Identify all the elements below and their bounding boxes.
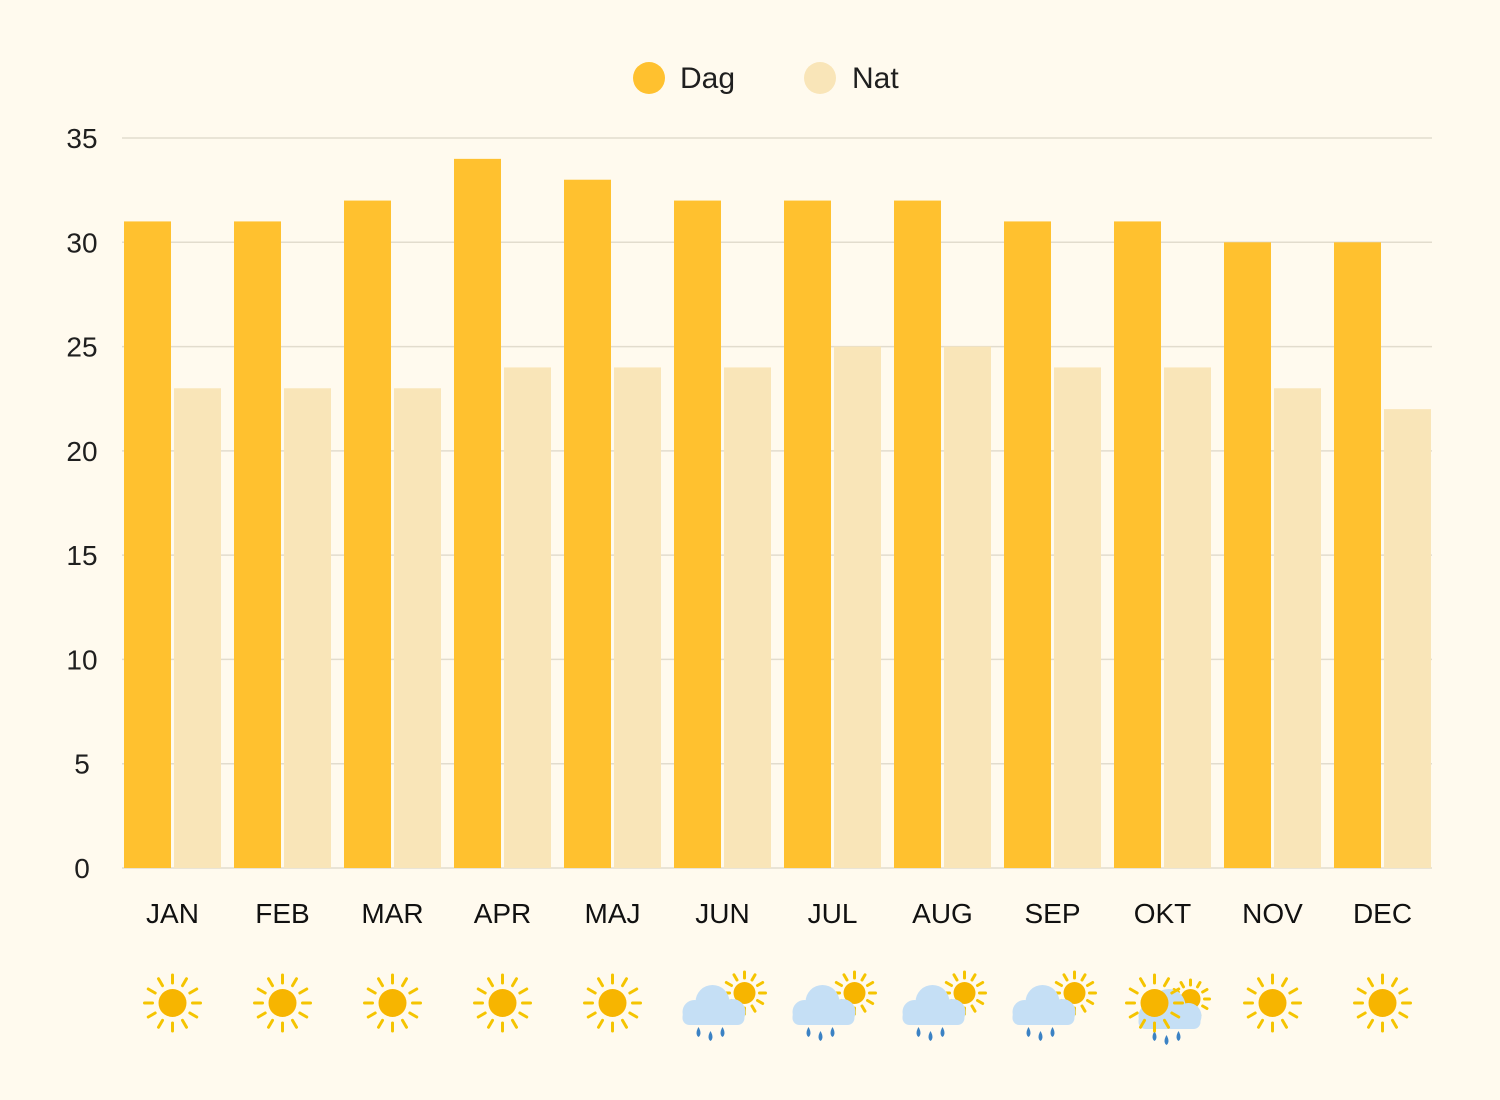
bar-dag-jun [674,200,721,869]
y-tick-label: 30 [66,227,97,258]
bars [124,158,1431,869]
bar-nat-jun [724,367,771,868]
x-tick-label: JAN [146,898,199,929]
y-tick-label: 25 [66,332,97,363]
bar-nat-maj [614,367,661,868]
bar-nat-jan [174,388,221,868]
legend: Dag Nat [633,62,899,95]
x-tick-label: MAJ [585,898,641,929]
bar-nat-okt [1164,367,1211,868]
x-tick-label: MAR [361,898,423,929]
sun-icon [583,973,642,1033]
bar-nat-jul [834,346,881,869]
bar-nat-sep [1054,367,1101,868]
y-tick-label: 5 [74,749,90,780]
bar-dag-nov [1224,242,1271,869]
y-tick-label: 15 [66,540,97,571]
rain-cloud-sun-icon [902,970,987,1041]
bar-dag-apr [454,158,501,868]
x-tick-label: DEC [1353,898,1412,929]
x-tick-label: NOV [1242,898,1303,929]
legend-label-nat: Nat [852,62,899,95]
x-tick-label: OKT [1134,898,1192,929]
x-tick-label: FEB [255,898,309,929]
sun-rain-cloud-icon [1125,973,1211,1045]
bar-nat-mar [394,388,441,868]
sun-icon [363,973,422,1033]
bar-nat-feb [284,388,331,868]
bar-nat-dec [1384,409,1431,868]
x-tick-label: AUG [912,898,973,929]
sun-icon [253,973,312,1033]
legend-label-dag: Dag [680,62,735,95]
legend-swatch-nat [804,62,836,94]
sun-icon [1243,973,1302,1033]
y-axis: 0 5 10 15 20 25 30 35 [66,123,97,884]
bar-nat-aug [944,346,991,869]
bar-dag-sep [1004,221,1051,868]
bar-nat-apr [504,367,551,868]
y-tick-label: 10 [66,644,97,675]
x-tick-label: JUL [808,898,858,929]
y-tick-label: 35 [66,123,97,154]
sun-icon [1353,973,1412,1033]
weather-icons [143,970,1412,1045]
rain-cloud-sun-icon [1012,970,1097,1041]
y-tick-label: 20 [66,436,97,467]
grid [122,137,1432,869]
bar-dag-aug [894,200,941,869]
x-tick-label: SEP [1024,898,1080,929]
x-tick-label: JUN [695,898,749,929]
sun-icon [143,973,202,1033]
bar-dag-feb [234,221,281,868]
bar-dag-mar [344,200,391,869]
rain-cloud-sun-icon [682,970,767,1041]
rain-cloud-sun-icon [792,970,877,1041]
sun-icon [473,973,532,1033]
bar-dag-jan [124,221,171,868]
bar-dag-maj [564,179,611,868]
bar-dag-okt [1114,221,1161,868]
legend-swatch-dag [633,62,665,94]
bar-nat-nov [1274,388,1321,868]
bar-dag-dec [1334,242,1381,869]
y-tick-label: 0 [74,853,90,884]
x-tick-label: APR [474,898,532,929]
bar-dag-jul [784,200,831,869]
x-axis: JAN FEB MAR APR MAJ JUN JUL AUG SEP OKT NOV DEC [146,898,1412,929]
